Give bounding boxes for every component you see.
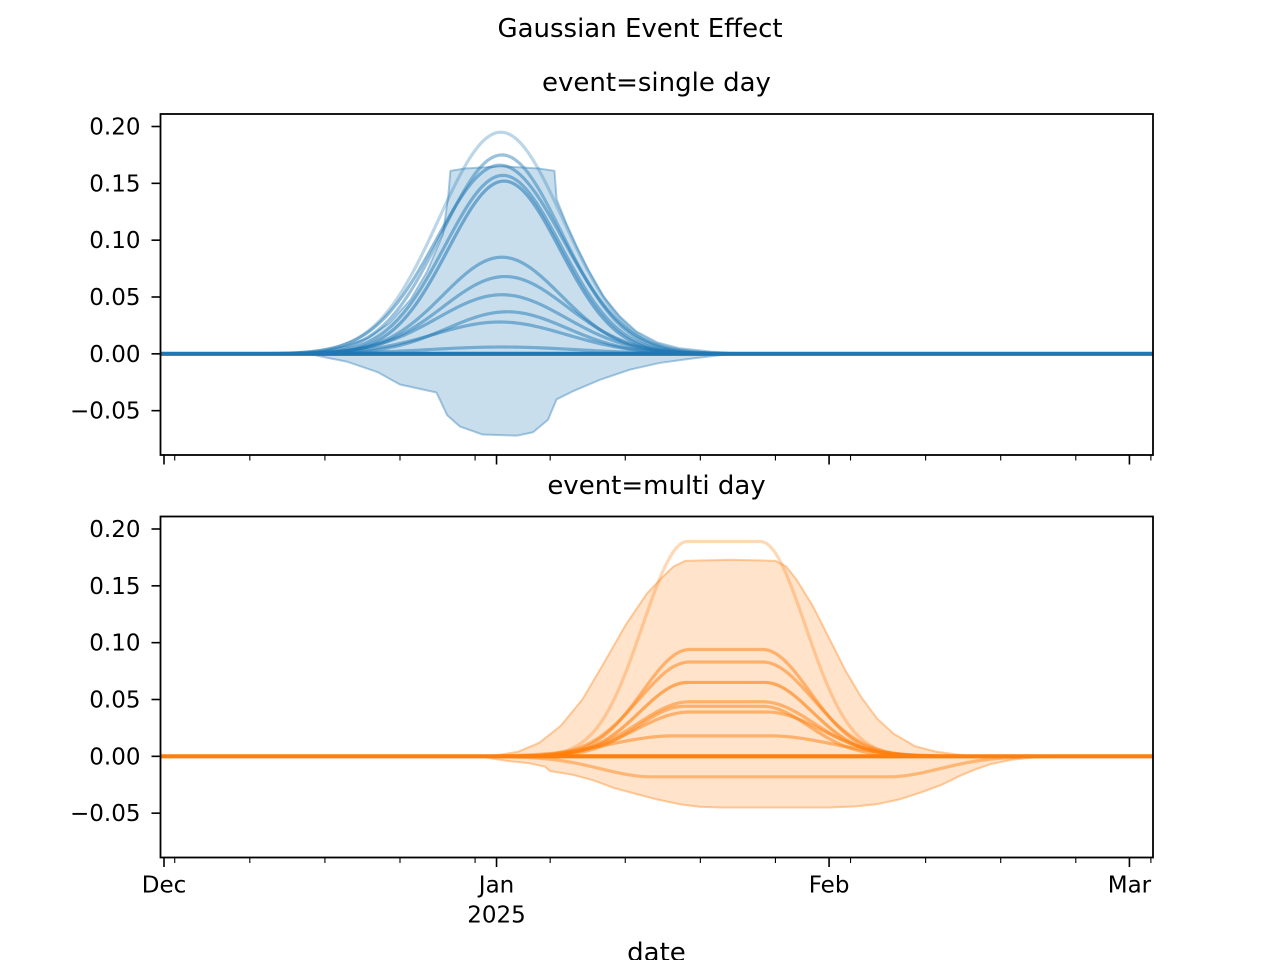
panel-1: −0.05 0.00 0.05 0.10 0.15 0.20 Dec Jan 2025 Feb Ma… [70, 515, 1154, 929]
y-tick-label: 0.10 [89, 631, 140, 657]
x-axis-label: date [627, 938, 686, 960]
y-tick-label: 0.00 [89, 342, 140, 368]
series-curve [160, 163, 1153, 356]
axes-frame [159, 515, 1154, 859]
series-curve [160, 173, 1153, 356]
x-tick-label: Mar [1108, 873, 1152, 899]
panel-0: −0.05 0.00 0.05 0.10 0.15 0.20 [70, 113, 1154, 465]
y-tick-label: 0.05 [89, 285, 140, 311]
x-tick-label: Jan [477, 873, 514, 899]
y-tick-label: 0.20 [89, 517, 140, 543]
y-tick-label: −0.05 [70, 399, 140, 425]
series-curve [160, 179, 1153, 356]
y-tick-label: 0.05 [89, 688, 140, 714]
y-tick-label: 0.15 [89, 574, 140, 600]
axes-frame [159, 113, 1154, 456]
envelope-band [281, 165, 745, 437]
x-tick-label: Dec [142, 873, 187, 899]
x-tick-year-label: 2025 [467, 903, 526, 929]
panel-plot-area [160, 539, 1153, 809]
y-tick-label: −0.05 [70, 801, 140, 827]
x-tick-label: Feb [809, 873, 850, 899]
y-tick-label: 0.15 [89, 171, 140, 197]
y-tick-label: 0.00 [89, 744, 140, 770]
panel-title-single-day: event=single day [542, 68, 771, 98]
panel-title-multi-day: event=multi day [547, 471, 766, 501]
y-tick-label: 0.20 [89, 115, 140, 141]
series-curve [160, 255, 1153, 356]
figure-title: Gaussian Event Effect [497, 14, 783, 44]
y-tick-label: 0.10 [89, 228, 140, 254]
series-curve [160, 153, 1153, 356]
panel-plot-area [160, 130, 1153, 437]
series-curve [160, 130, 1153, 356]
